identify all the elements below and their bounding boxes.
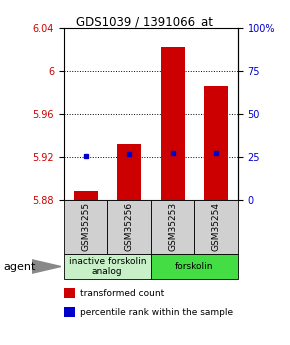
Bar: [151, 200, 194, 254]
Text: GSM35255: GSM35255: [81, 202, 90, 252]
Text: transformed count: transformed count: [80, 289, 164, 298]
Bar: [107, 200, 151, 254]
Bar: [151, 254, 238, 279]
Text: GSM35256: GSM35256: [124, 202, 134, 252]
Text: inactive forskolin
analog: inactive forskolin analog: [68, 257, 146, 276]
Bar: [117, 144, 141, 200]
Bar: [74, 191, 97, 200]
Bar: [204, 86, 228, 200]
Bar: [161, 47, 184, 200]
Bar: [64, 200, 107, 254]
Text: GSM35254: GSM35254: [211, 202, 221, 252]
Text: GDS1039 / 1391066_at: GDS1039 / 1391066_at: [77, 16, 213, 29]
Text: forskolin: forskolin: [175, 262, 213, 271]
Text: GSM35253: GSM35253: [168, 202, 177, 252]
Bar: [64, 254, 151, 279]
Text: percentile rank within the sample: percentile rank within the sample: [80, 308, 233, 317]
Polygon shape: [32, 260, 61, 273]
Text: agent: agent: [3, 262, 35, 272]
Bar: [194, 200, 238, 254]
